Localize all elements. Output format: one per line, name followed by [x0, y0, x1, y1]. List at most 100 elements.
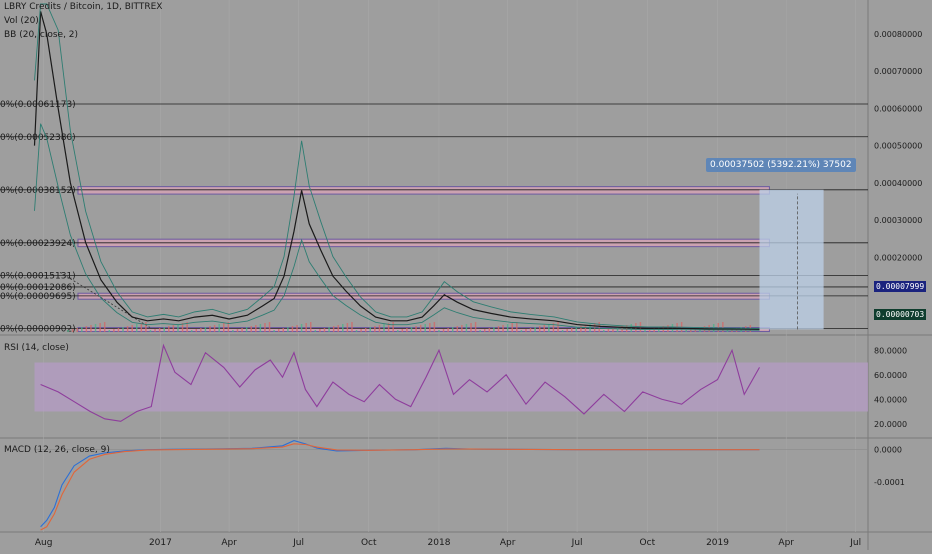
- volume-bar: [154, 329, 156, 332]
- volume-bar: [493, 327, 495, 332]
- fib-label: 0%(0.00023924): [0, 239, 76, 249]
- macd-pane: 0.0000 -0.0001: [34, 440, 905, 531]
- volume-bar: [328, 327, 330, 332]
- volume-bar: [131, 325, 133, 332]
- volume-bar: [525, 329, 527, 332]
- volume-bar: [255, 325, 257, 332]
- volume-bar: [85, 326, 88, 332]
- volume-bar: [378, 325, 381, 332]
- fib-label: 0%(0.00012086): [0, 283, 76, 293]
- fib-label: 0%(0.00052380): [0, 133, 76, 143]
- volume-bar: [236, 329, 239, 332]
- volume-bar: [465, 324, 468, 332]
- volume-bar: [575, 327, 578, 332]
- symbol-legend[interactable]: LBRY Credits / Bitcoin, 1D, BITTREX: [4, 2, 163, 12]
- volume-bar: [181, 323, 184, 332]
- volume-bar: [534, 327, 536, 332]
- volume-bar: [529, 328, 532, 332]
- macd-tick-label: 0.0000: [874, 446, 902, 455]
- volume-bar: [644, 330, 646, 332]
- volume-bar: [186, 322, 188, 332]
- volume-bar: [291, 326, 294, 332]
- volume-bar: [612, 328, 614, 332]
- volume-bar: [470, 323, 472, 332]
- volume-bar: [580, 326, 582, 332]
- rsi-tick-label: 60.0000: [874, 371, 907, 380]
- volume-legend[interactable]: Vol (20): [4, 16, 39, 26]
- fib-label: 0%(0.00000902): [0, 325, 76, 335]
- rsi-tick-label: 80.0000: [874, 346, 907, 355]
- volume-bar: [648, 329, 651, 332]
- macd-tick-label: -0.0001: [874, 478, 905, 487]
- x-tick-label: Apr: [500, 538, 516, 548]
- volume-bar: [442, 329, 445, 332]
- volume-bar: [726, 330, 729, 332]
- volume-bar: [273, 330, 275, 332]
- volume-bar: [351, 322, 353, 332]
- volume-bar: [616, 327, 619, 332]
- volume-bar: [662, 326, 665, 332]
- volume-bar: [552, 323, 555, 332]
- fib-label: 0%(0.00061173): [0, 100, 76, 110]
- bollinger-legend[interactable]: BB (20, close, 2): [4, 30, 79, 40]
- volume-bar: [277, 329, 280, 332]
- volume-bar: [296, 325, 298, 332]
- volume-bar: [484, 329, 486, 332]
- volume-bar: [287, 327, 289, 332]
- volume-bar: [397, 330, 399, 332]
- volume-bar: [584, 325, 587, 332]
- volume-bar: [603, 330, 605, 332]
- volume-bar: [543, 325, 546, 332]
- volume-bar: [213, 325, 216, 332]
- fib-label: 0%(0.00015131): [0, 272, 76, 282]
- y-tick-label: 0.00050000: [874, 142, 922, 151]
- x-tick-label: Jul: [292, 538, 304, 548]
- x-tick-label: Apr: [778, 538, 794, 548]
- volume-bar: [355, 330, 358, 332]
- volume-bar: [415, 326, 417, 332]
- volume-bar: [474, 322, 477, 332]
- volume-bar: [360, 329, 362, 332]
- price-line: [33, 11, 760, 330]
- volume-bar: [685, 330, 687, 332]
- volume-bar: [342, 324, 344, 332]
- macd-legend[interactable]: MACD (12, 26, close, 9): [4, 445, 110, 455]
- rsi-line: [40, 343, 760, 422]
- price-series: [33, 3, 760, 332]
- trend-line: [59, 272, 151, 328]
- volume-bar: [310, 322, 312, 332]
- volume-bar: [67, 330, 69, 332]
- volume-bar: [149, 330, 152, 332]
- volume-bar: [245, 327, 248, 332]
- rsi-tick-label: 40.0000: [874, 395, 907, 404]
- volume-bar: [300, 324, 303, 332]
- volume-bar: [717, 323, 720, 332]
- volume-bar: [282, 328, 285, 332]
- volume-bar: [71, 329, 74, 332]
- x-tick-label: 2018: [428, 538, 451, 548]
- volume-bar: [337, 325, 339, 332]
- volume-bar: [364, 328, 367, 332]
- rsi-legend[interactable]: RSI (14, close): [4, 343, 69, 353]
- axes: Aug 2017 Apr Jul Oct 2018 Apr Jul Oct 2019 Apr Jul 0…: [35, 30, 922, 548]
- volume-bar: [593, 323, 596, 332]
- x-tick-label: 2017: [149, 538, 172, 548]
- volume-bar: [113, 329, 115, 332]
- volume-bar: [571, 328, 573, 332]
- fib-label: 0%(0.00009695): [0, 292, 76, 302]
- volume-bar: [136, 324, 138, 332]
- x-tick-label: Jul: [849, 538, 861, 548]
- volume-bar: [117, 328, 120, 332]
- volume-bar: [200, 328, 202, 332]
- volume-bar: [158, 328, 161, 332]
- fib-label: 0%(0.00038152): [0, 186, 76, 196]
- x-tick-label: Oct: [361, 538, 377, 548]
- volume-bar: [264, 323, 266, 332]
- bollinger-upper: [34, 3, 760, 329]
- volume-bar: [502, 325, 504, 332]
- volume-bar: [438, 330, 440, 332]
- volume-bar: [209, 326, 211, 332]
- zone-band: [77, 186, 770, 195]
